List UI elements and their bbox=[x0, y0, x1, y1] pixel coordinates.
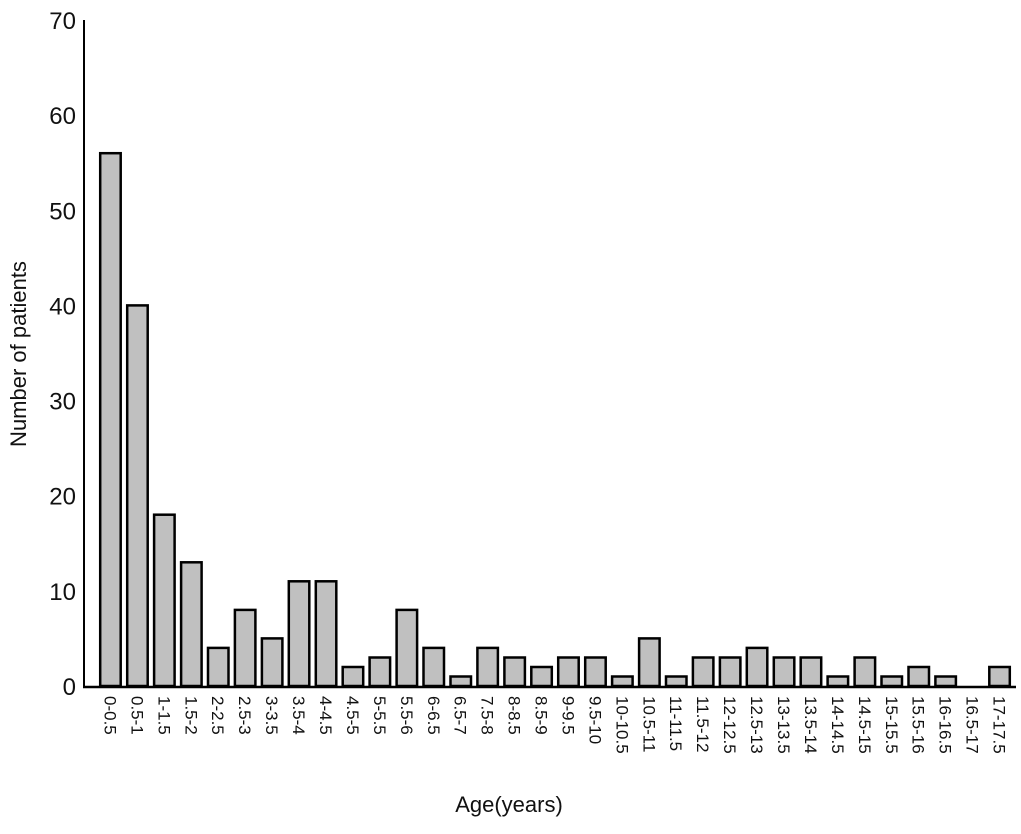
x-tick-label: 8.5-9 bbox=[532, 696, 551, 735]
x-tick-label: 5.5-6 bbox=[397, 696, 416, 735]
bar bbox=[853, 656, 877, 688]
x-tick-label: 3.5-4 bbox=[289, 696, 308, 735]
x-axis-ticks: 0-0.5 0.5-1 1-1.5 1.5-2 2-2.5 2.5-3 3-3.5 3.5-4… bbox=[101, 696, 1009, 754]
bar bbox=[907, 665, 931, 688]
bar bbox=[691, 656, 715, 688]
x-tick-label: 13.5-14 bbox=[801, 696, 820, 754]
x-tick-label: 11.5-12 bbox=[693, 696, 712, 752]
x-tick-label: 7.5-8 bbox=[478, 696, 497, 735]
bar bbox=[314, 580, 338, 688]
x-tick-label: 0-0.5 bbox=[101, 696, 120, 735]
x-tick-label: 13-13.5 bbox=[774, 696, 793, 754]
bar bbox=[664, 675, 688, 688]
x-tick-label: 9-9.5 bbox=[559, 696, 578, 735]
y-axis-ticks: 0 10 20 30 40 50 60 70 bbox=[49, 8, 76, 701]
x-tick-label: 11-11.5 bbox=[666, 696, 685, 751]
bar bbox=[395, 608, 419, 688]
bar bbox=[880, 675, 904, 688]
x-tick-label: 0.5-1 bbox=[127, 696, 146, 735]
bar bbox=[368, 656, 392, 688]
y-tick-label: 20 bbox=[49, 484, 76, 511]
bar bbox=[98, 151, 122, 688]
bars-group bbox=[98, 151, 1012, 688]
bar bbox=[718, 656, 742, 688]
y-tick-label: 60 bbox=[49, 103, 76, 130]
bar bbox=[799, 656, 823, 688]
x-tick-label: 5-5.5 bbox=[370, 696, 389, 735]
x-tick-label: 9.5-10 bbox=[585, 696, 604, 744]
x-tick-label: 15-15.5 bbox=[882, 696, 901, 754]
x-tick-label: 2-2.5 bbox=[208, 696, 227, 735]
bar bbox=[530, 665, 554, 688]
bar bbox=[610, 675, 634, 688]
y-tick-label: 30 bbox=[49, 389, 76, 416]
bar bbox=[287, 580, 311, 688]
x-tick-label: 2.5-3 bbox=[235, 696, 254, 735]
bar bbox=[179, 561, 203, 688]
bar bbox=[745, 646, 769, 688]
x-tick-label: 6-6.5 bbox=[424, 696, 443, 735]
x-tick-label: 14.5-15 bbox=[855, 696, 874, 754]
x-tick-label: 14-14.5 bbox=[828, 696, 847, 754]
bar bbox=[826, 675, 850, 688]
bar bbox=[934, 675, 958, 688]
y-axis-title: Number of patients bbox=[6, 261, 31, 447]
bar bbox=[422, 646, 446, 688]
bar bbox=[583, 656, 607, 688]
x-tick-label: 10-10.5 bbox=[612, 696, 631, 754]
x-tick-label: 16-16.5 bbox=[936, 696, 955, 754]
bar bbox=[449, 675, 473, 688]
bar bbox=[988, 665, 1012, 688]
y-tick-label: 70 bbox=[49, 8, 76, 35]
x-tick-label: 1-1.5 bbox=[154, 696, 173, 735]
x-tick-label: 6.5-7 bbox=[451, 696, 470, 735]
y-tick-label: 10 bbox=[49, 579, 76, 606]
x-tick-label: 10.5-11 bbox=[639, 696, 658, 752]
x-tick-label: 4-4.5 bbox=[316, 696, 335, 735]
x-tick-label: 4.5-5 bbox=[343, 696, 362, 735]
y-tick-label: 0 bbox=[63, 674, 76, 701]
bar bbox=[772, 656, 796, 688]
bar bbox=[260, 637, 284, 688]
x-tick-label: 17-17.5 bbox=[990, 696, 1009, 754]
bar bbox=[233, 608, 257, 688]
x-tick-label: 12.5-13 bbox=[747, 696, 766, 754]
x-tick-label: 3-3.5 bbox=[262, 696, 281, 735]
x-tick-label: 8-8.5 bbox=[505, 696, 524, 735]
x-tick-label: 1.5-2 bbox=[181, 696, 200, 735]
bar bbox=[206, 646, 230, 688]
bar bbox=[125, 304, 149, 688]
bar bbox=[341, 665, 365, 688]
bar bbox=[503, 656, 527, 688]
bar bbox=[476, 646, 500, 688]
x-axis-title: Age(years) bbox=[455, 792, 563, 817]
bar bbox=[637, 637, 661, 688]
bar bbox=[556, 656, 580, 688]
y-tick-label: 40 bbox=[49, 293, 76, 320]
x-tick-label: 12-12.5 bbox=[720, 696, 739, 754]
x-tick-label: 16.5-17 bbox=[963, 696, 982, 754]
y-tick-label: 50 bbox=[49, 198, 76, 225]
x-tick-label: 15.5-16 bbox=[909, 696, 928, 754]
bar bbox=[152, 513, 176, 688]
